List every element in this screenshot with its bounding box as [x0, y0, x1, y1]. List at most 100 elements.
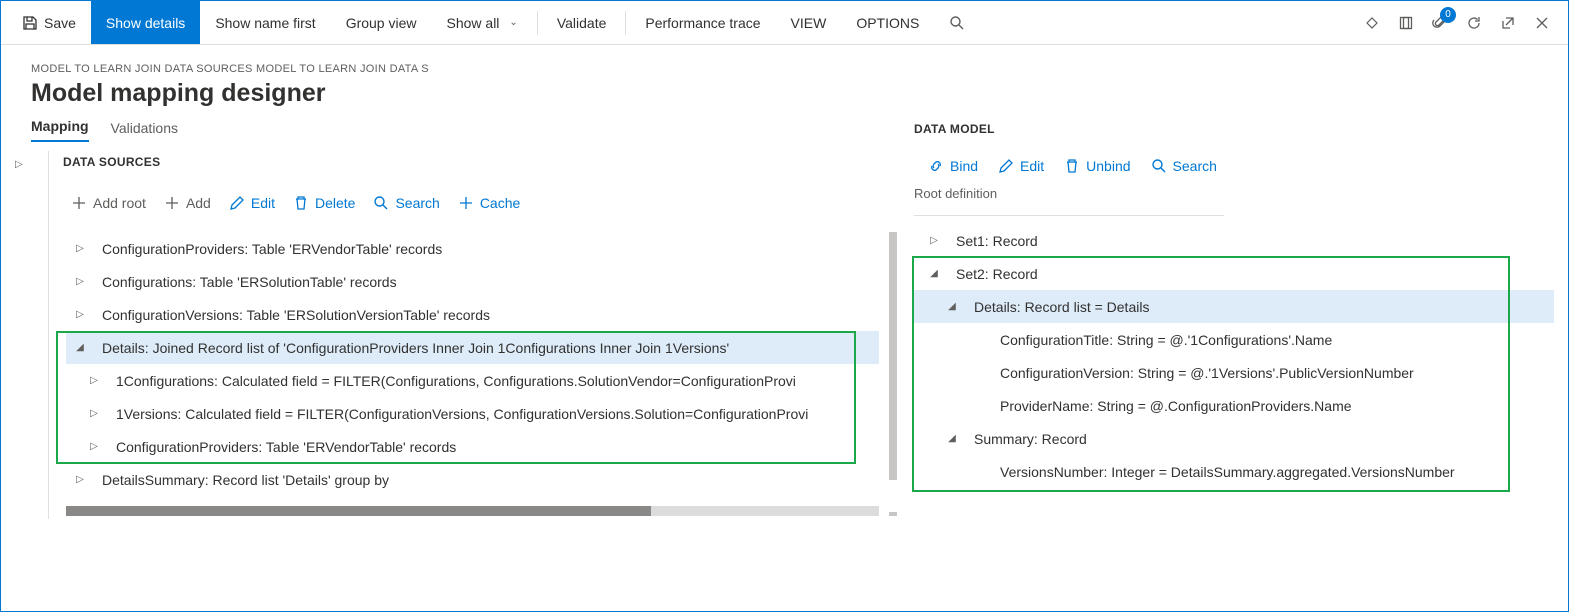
- expander-icon[interactable]: ▷: [72, 243, 88, 254]
- show-name-first-label: Show name first: [215, 15, 315, 31]
- show-all-label: Show all: [447, 15, 500, 31]
- group-view-button[interactable]: Group view: [331, 1, 432, 44]
- add-button[interactable]: Add: [164, 195, 211, 211]
- ds-actions: Add root Add Edit Delete: [63, 181, 902, 229]
- dm-tree-row[interactable]: ◢Details: Record list = Details: [914, 290, 1554, 323]
- dm-tree-row[interactable]: ConfigurationVersion: String = @.'1Versi…: [914, 356, 1554, 389]
- data-model-section-label: DATA MODEL: [914, 118, 1554, 148]
- unbind-button[interactable]: Unbind: [1064, 158, 1130, 174]
- expander-icon[interactable]: ◢: [944, 433, 960, 444]
- options-button[interactable]: OPTIONS: [841, 1, 934, 44]
- expander-icon[interactable]: ▷: [72, 309, 88, 320]
- validate-label: Validate: [557, 15, 607, 31]
- edit-button[interactable]: Edit: [229, 195, 275, 211]
- show-details-label: Show details: [106, 15, 185, 31]
- dm-tree-row[interactable]: ◢ Summary: Record: [914, 422, 1554, 455]
- expander-icon[interactable]: ◢: [926, 268, 942, 279]
- expander-icon[interactable]: ▷: [926, 235, 942, 246]
- sources-panel: DATA SOURCES Add root Add Edit: [49, 151, 902, 519]
- dm-tree-row[interactable]: ◢ Set2: Record: [914, 257, 1554, 290]
- add-label: Add: [186, 195, 211, 211]
- dm-tree-row[interactable]: ConfigurationTitle: String = @.'1Configu…: [914, 323, 1554, 356]
- right-column: DATA MODEL Bind Edit Unbind Search Root …: [914, 118, 1554, 568]
- attachments-button[interactable]: 0: [1432, 15, 1448, 31]
- cache-button[interactable]: Cache: [458, 195, 520, 211]
- trash-icon: [1064, 158, 1080, 174]
- toolbar-search-button[interactable]: [934, 1, 980, 44]
- data-sources-section-label: DATA SOURCES: [63, 151, 902, 181]
- bind-button[interactable]: Bind: [928, 158, 978, 174]
- plus-icon: [71, 195, 87, 211]
- expander-icon[interactable]: ◢: [72, 342, 88, 353]
- chevron-right-icon[interactable]: ▷: [15, 159, 48, 170]
- group-view-label: Group view: [346, 15, 417, 31]
- view-button[interactable]: VIEW: [776, 1, 842, 44]
- close-icon: [1534, 15, 1550, 31]
- ds-tree-label: ConfigurationVersions: Table 'ERSolution…: [102, 307, 490, 323]
- ds-tree-row[interactable]: ▷DetailsSummary: Record list 'Details' g…: [66, 463, 879, 496]
- popout-button[interactable]: [1500, 15, 1516, 31]
- add-root-button[interactable]: Add root: [71, 195, 146, 211]
- show-details-button[interactable]: Show details: [91, 1, 200, 44]
- horizontal-scrollbar[interactable]: [66, 506, 879, 516]
- page-header: MODEL TO LEARN JOIN DATA SOURCES MODEL T…: [1, 45, 1568, 108]
- ds-tree-row[interactable]: ▷ConfigurationProviders: Table 'ERVendor…: [66, 232, 879, 265]
- show-name-first-button[interactable]: Show name first: [200, 1, 330, 44]
- view-label: VIEW: [791, 15, 827, 31]
- dm-tree-label: Summary: Record: [974, 431, 1087, 447]
- toolbar: Save Show details Show name first Group …: [1, 1, 1568, 45]
- close-button[interactable]: [1534, 15, 1550, 31]
- ds-tree-row[interactable]: ▷Configurations: Table 'ERSolutionTable'…: [66, 265, 879, 298]
- delete-button[interactable]: Delete: [293, 195, 355, 211]
- toolbar-right: 0: [1364, 1, 1568, 44]
- dm-edit-label: Edit: [1020, 158, 1044, 174]
- save-label: Save: [44, 15, 76, 31]
- expander-icon[interactable]: ▷: [86, 441, 102, 452]
- dm-edit-button[interactable]: Edit: [998, 158, 1044, 174]
- link-icon[interactable]: [1364, 15, 1380, 31]
- ds-tree-row[interactable]: ▷ConfigurationProviders: Table 'ERVendor…: [66, 430, 879, 463]
- ds-tree-row[interactable]: ▷ 1Configurations: Calculated field = FIL…: [66, 364, 879, 397]
- dm-tree-row[interactable]: ProviderName: String = @.ConfigurationPr…: [914, 389, 1554, 422]
- link-icon: [928, 158, 944, 174]
- scrollbar-thumb[interactable]: [66, 506, 651, 516]
- validate-button[interactable]: Validate: [542, 1, 622, 44]
- left-body: ▷ DATA SOURCES Add root Add Edit: [15, 151, 902, 519]
- ds-tree-label: 1Configurations: Calculated field = FILT…: [116, 373, 796, 389]
- refresh-icon: [1466, 15, 1482, 31]
- expander-icon[interactable]: ◢: [944, 301, 960, 312]
- left-gutter: ▷: [15, 151, 49, 519]
- ds-tree-row[interactable]: ▷ ConfigurationVersions: Table 'ERSolutio…: [66, 298, 879, 331]
- left-column: Mapping Validations ▷ DATA SOURCES Add r…: [15, 118, 902, 568]
- vertical-scrollbar[interactable]: [889, 232, 897, 516]
- expander-icon[interactable]: ▷: [86, 375, 102, 386]
- search-button[interactable]: Search: [373, 195, 439, 211]
- dm-tree-row[interactable]: ▷Set1: Record: [914, 224, 1554, 257]
- ds-tree-label: 1Versions: Calculated field = FILTER(Con…: [116, 406, 808, 422]
- delete-label: Delete: [315, 195, 355, 211]
- office-icon[interactable]: [1398, 15, 1414, 31]
- add-root-label: Add root: [93, 195, 146, 211]
- tabs: Mapping Validations: [15, 118, 902, 143]
- expander-icon[interactable]: ▷: [86, 408, 102, 419]
- ds-tree-row[interactable]: ▷ 1Versions: Calculated field = FILTER(Co…: [66, 397, 879, 430]
- tab-mapping[interactable]: Mapping: [31, 118, 89, 142]
- expander-icon[interactable]: ▷: [72, 474, 88, 485]
- show-all-dropdown[interactable]: Show all ⌄: [432, 1, 533, 44]
- refresh-button[interactable]: [1466, 15, 1482, 31]
- performance-trace-button[interactable]: Performance trace: [630, 1, 775, 44]
- dm-tree-row[interactable]: VersionsNumber: Integer = DetailsSummary…: [914, 455, 1554, 488]
- save-button[interactable]: Save: [7, 1, 91, 44]
- expander-icon[interactable]: ▷: [72, 276, 88, 287]
- breadcrumb: MODEL TO LEARN JOIN DATA SOURCES MODEL T…: [31, 63, 1538, 75]
- ds-tree-row[interactable]: ◢Details: Joined Record list of 'Configu…: [66, 331, 879, 364]
- unbind-label: Unbind: [1086, 158, 1130, 174]
- dm-search-button[interactable]: Search: [1151, 158, 1217, 174]
- tab-validations[interactable]: Validations: [111, 120, 178, 142]
- dm-tree-label: Set2: Record: [956, 266, 1038, 282]
- cache-label: Cache: [480, 195, 520, 211]
- page-title: Model mapping designer: [31, 79, 1538, 108]
- trash-icon: [293, 195, 309, 211]
- scrollbar-thumb[interactable]: [889, 480, 897, 512]
- plus-icon: [458, 195, 474, 211]
